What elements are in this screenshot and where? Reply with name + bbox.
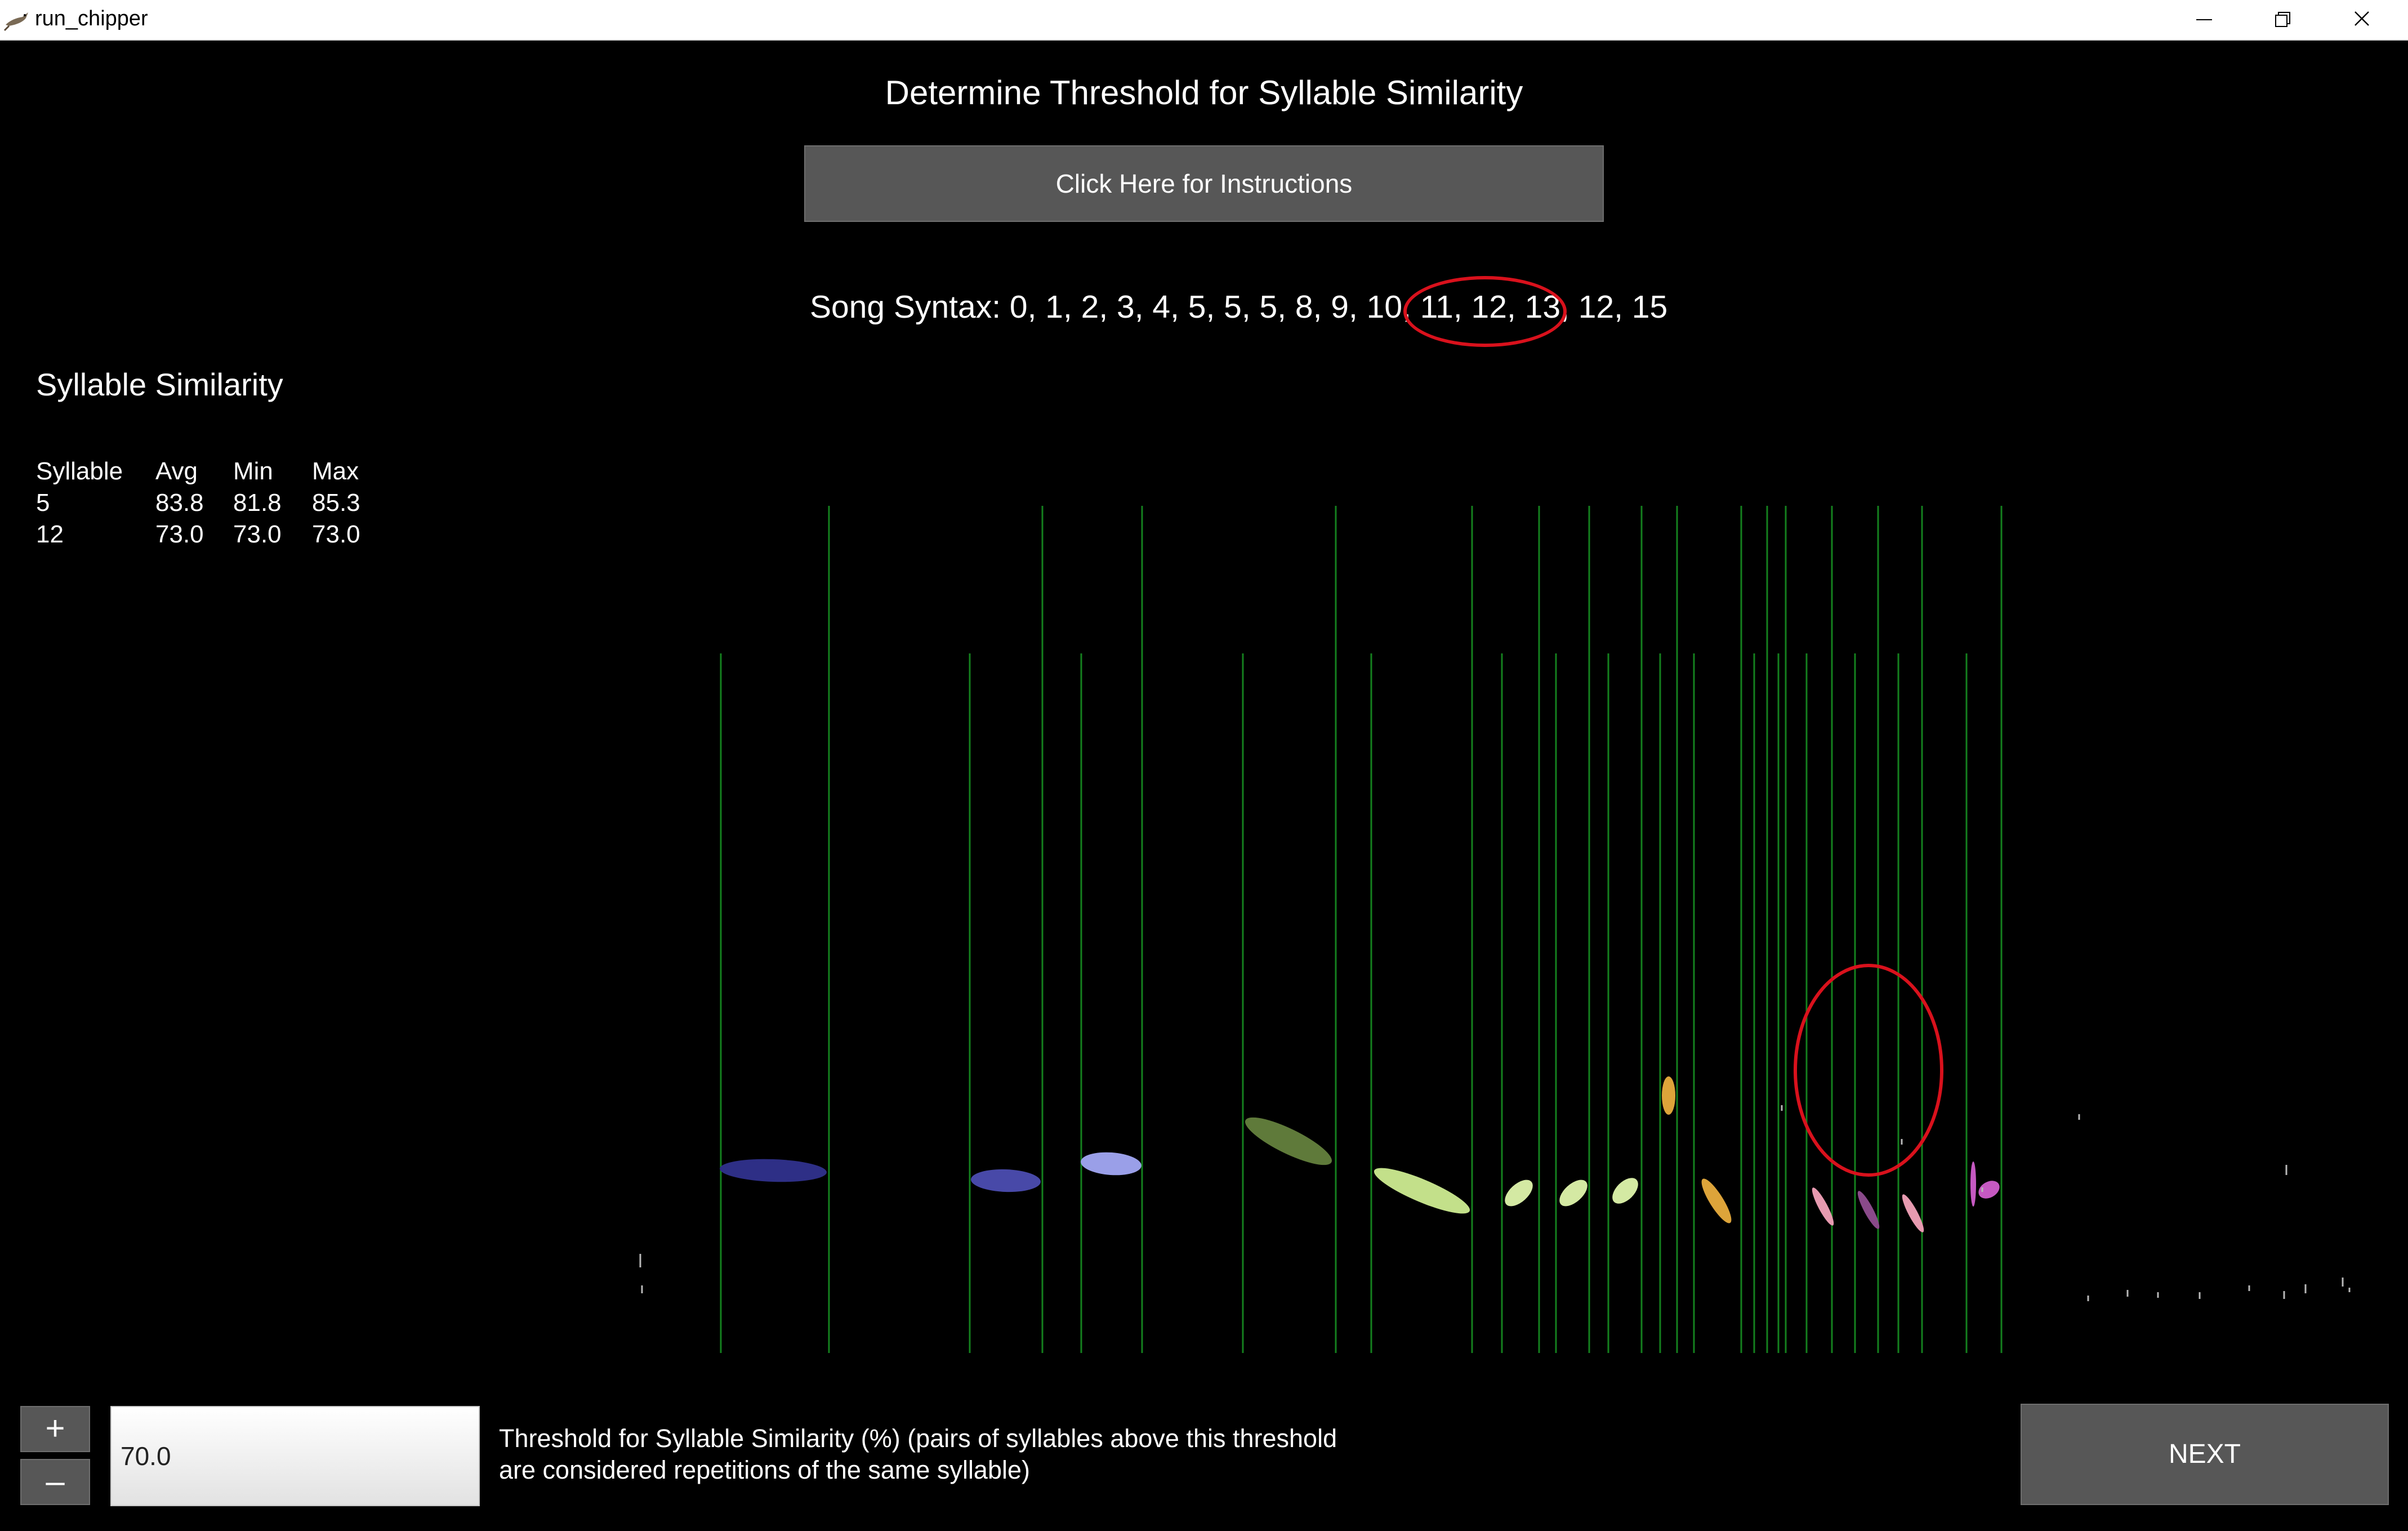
syllable-boundaries — [720, 506, 2003, 1353]
window-titlebar: run_chipper — [0, 0, 2408, 41]
syllable-mark — [1978, 1181, 2000, 1199]
table-cell: 73.0 — [312, 520, 360, 548]
close-icon — [2355, 11, 2369, 26]
similarity-title: Syllable Similarity — [36, 367, 283, 402]
syllable-mark — [1902, 1194, 1924, 1232]
page-title: Determine Threshold for Syllable Similar… — [885, 74, 1523, 112]
column-header: Max — [312, 457, 359, 485]
syntax-highlight-circle — [1403, 276, 1567, 347]
table-cell: 83.8 — [155, 489, 204, 517]
syllable-mark — [1701, 1178, 1732, 1223]
repeated-syllable-highlight — [1794, 964, 1943, 1177]
table-cell: 5 — [36, 489, 50, 517]
table-cell: 81.8 — [233, 489, 282, 517]
close-button[interactable] — [2322, 0, 2401, 39]
syllable-mark — [1857, 1191, 1880, 1229]
syllable-mark — [1505, 1180, 1533, 1207]
table-cell: 73.0 — [155, 520, 204, 548]
threshold-input[interactable] — [110, 1406, 480, 1506]
syllable-mark — [971, 1169, 1041, 1192]
table-cell: 73.0 — [233, 520, 282, 548]
syllable-mark — [1081, 1152, 1141, 1176]
column-header: Avg — [155, 457, 198, 485]
window-title: run_chipper — [35, 7, 148, 30]
syllable-signals — [720, 1076, 2000, 1232]
syllable-mark — [1612, 1178, 1638, 1204]
syllable-mark — [1245, 1117, 1332, 1165]
syllable-mark — [1662, 1076, 1675, 1115]
table-cell: 85.3 — [312, 489, 360, 517]
threshold-label: Threshold for Syllable Similarity (%) (p… — [499, 1424, 1337, 1484]
next-button[interactable]: NEXT — [2021, 1404, 2389, 1505]
restore-icon — [2275, 12, 2290, 27]
column-header: Syllable — [36, 457, 123, 485]
decrement-button[interactable]: – — [20, 1459, 90, 1505]
minimize-icon — [2196, 19, 2212, 20]
column-header: Min — [233, 457, 273, 485]
spectrogram-canvas[interactable] — [0, 41, 2408, 1531]
syllable-mark — [1559, 1180, 1588, 1207]
noise-marks — [639, 1105, 2351, 1301]
increment-button[interactable]: + — [20, 1406, 90, 1452]
instructions-button[interactable]: Click Here for Instructions — [804, 145, 1604, 222]
restore-button[interactable] — [2244, 0, 2322, 39]
syllable-mark — [1970, 1161, 1976, 1207]
syllable-mark — [1374, 1168, 1470, 1214]
minimize-button[interactable] — [2165, 0, 2244, 39]
bird-icon — [3, 12, 28, 32]
syllable-mark — [1812, 1187, 1834, 1226]
main-panel: Determine Threshold for Syllable Similar… — [0, 41, 2408, 1531]
syllable-mark — [720, 1159, 827, 1182]
table-cell: 12 — [36, 520, 64, 548]
